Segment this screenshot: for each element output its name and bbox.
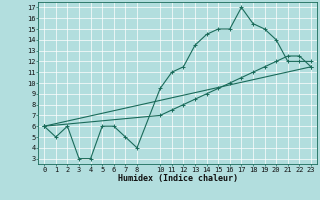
X-axis label: Humidex (Indice chaleur): Humidex (Indice chaleur) <box>118 174 238 183</box>
